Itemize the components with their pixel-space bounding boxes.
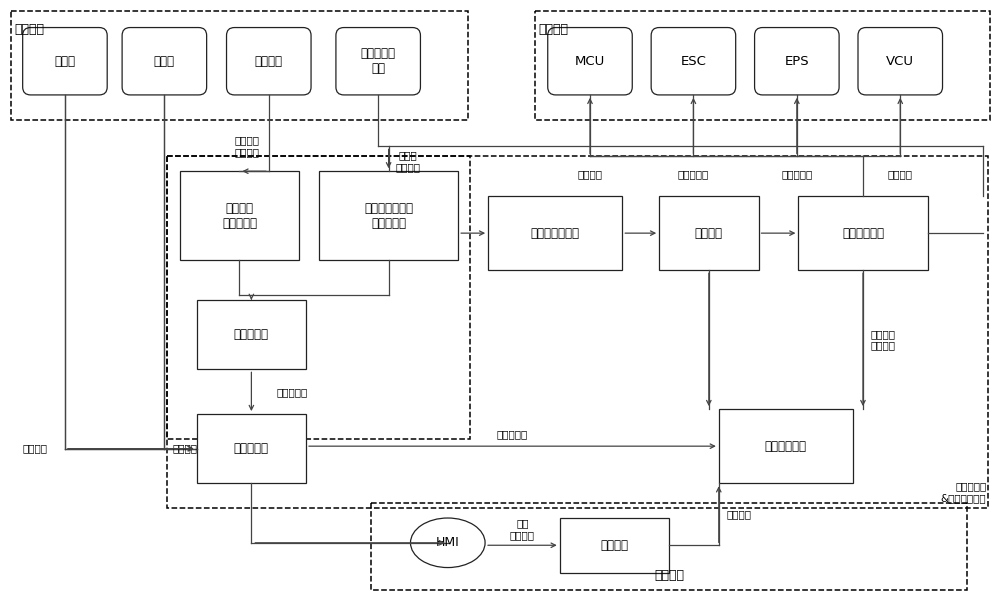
Bar — [535, 11, 990, 120]
FancyBboxPatch shape — [548, 27, 632, 95]
FancyBboxPatch shape — [755, 27, 839, 95]
Text: 超声波雷达
系统: 超声波雷达 系统 — [361, 47, 396, 75]
Text: 基于超声波雷达
泊车位检测: 基于超声波雷达 泊车位检测 — [364, 202, 413, 230]
Bar — [11, 11, 468, 120]
Text: 环视相机
原始视图: 环视相机 原始视图 — [234, 136, 259, 157]
Ellipse shape — [411, 518, 485, 568]
Bar — [798, 196, 928, 270]
Text: 泊车轨迹规划: 泊车轨迹规划 — [765, 440, 807, 453]
Text: MCU: MCU — [575, 55, 605, 68]
Text: 系统输出: 系统输出 — [539, 22, 569, 36]
Bar — [488, 196, 622, 270]
Text: 融合后车位: 融合后车位 — [276, 387, 308, 397]
Text: 指定车位: 指定车位 — [727, 509, 752, 519]
Text: 系统输入: 系统输入 — [15, 22, 45, 36]
Text: 轮速计: 轮速计 — [54, 55, 75, 68]
Text: 避障系统: 避障系统 — [695, 227, 723, 239]
Bar — [560, 518, 669, 573]
Text: 可选泊车位: 可选泊车位 — [497, 429, 528, 439]
Text: 泊车控制器
&视觉协处理器: 泊车控制器 &视觉协处理器 — [941, 482, 986, 503]
Text: 超声波
雷达信号: 超声波 雷达信号 — [396, 150, 421, 172]
Text: 可行驶区域检测: 可行驶区域检测 — [531, 227, 580, 239]
Text: 交互系统: 交互系统 — [654, 570, 684, 582]
FancyBboxPatch shape — [858, 27, 943, 95]
Bar — [719, 409, 853, 484]
Bar — [167, 156, 470, 439]
Text: 目标档位: 目标档位 — [888, 169, 913, 179]
Text: 轮速输入: 轮速输入 — [23, 444, 48, 454]
Text: 泊车
场景参数: 泊车 场景参数 — [510, 519, 535, 540]
Text: 目标路径
目标车速: 目标路径 目标车速 — [871, 329, 896, 350]
Text: VCU: VCU — [886, 55, 914, 68]
Text: 泊车轨迹跟踪: 泊车轨迹跟踪 — [842, 227, 884, 239]
FancyBboxPatch shape — [122, 27, 207, 95]
Text: 泊车位融合: 泊车位融合 — [234, 328, 269, 341]
Text: 环视系统: 环视系统 — [255, 55, 283, 68]
FancyBboxPatch shape — [336, 27, 420, 95]
Bar — [180, 171, 299, 261]
FancyBboxPatch shape — [651, 27, 736, 95]
FancyBboxPatch shape — [23, 27, 107, 95]
Text: 目标车速: 目标车速 — [577, 169, 602, 179]
Text: 目标减速度: 目标减速度 — [678, 169, 709, 179]
Bar — [371, 503, 967, 590]
Bar — [659, 196, 759, 270]
Text: 转向输入: 转向输入 — [172, 444, 197, 454]
Text: 目标转向角: 目标转向角 — [781, 169, 812, 179]
Text: ESC: ESC — [680, 55, 706, 68]
FancyBboxPatch shape — [227, 27, 311, 95]
Text: 基于视觉
泊车位检测: 基于视觉 泊车位检测 — [222, 202, 257, 230]
Text: HMI: HMI — [436, 536, 460, 549]
Bar — [197, 414, 306, 484]
Bar — [319, 171, 458, 261]
Text: 陀螺仪: 陀螺仪 — [154, 55, 175, 68]
Text: 泊车位跟踪: 泊车位跟踪 — [234, 442, 269, 455]
Text: 用户交互: 用户交互 — [600, 539, 628, 551]
Bar — [167, 156, 988, 508]
Bar — [197, 300, 306, 370]
Text: EPS: EPS — [785, 55, 809, 68]
